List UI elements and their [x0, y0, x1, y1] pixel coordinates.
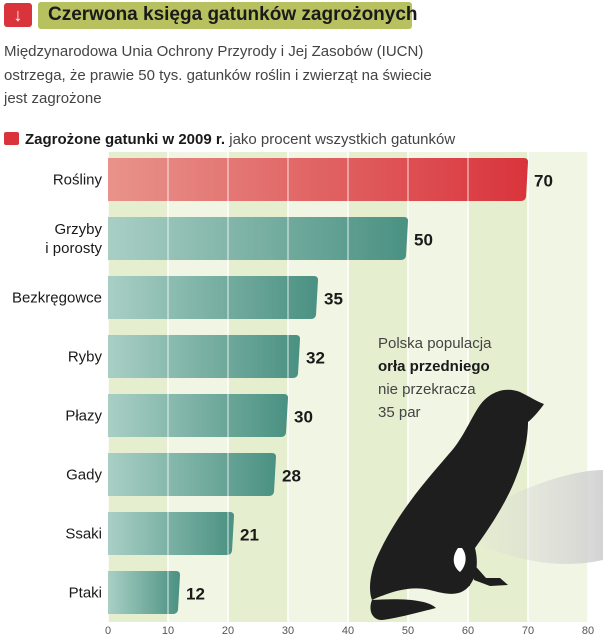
- note-line-4: 35 par: [378, 404, 421, 421]
- x-tick-label: 0: [105, 625, 111, 637]
- eagle-shadow: [470, 470, 603, 564]
- x-tick-label: 30: [282, 625, 294, 637]
- note-line-1: Polska populacja: [378, 335, 492, 352]
- bar: [108, 158, 528, 201]
- value-label: 70: [534, 172, 553, 191]
- x-tick-label: 50: [402, 625, 414, 637]
- eagle-icon: [370, 389, 544, 620]
- category-label: Płazy: [65, 408, 102, 425]
- subtitle-marker: [4, 132, 19, 145]
- category-label: Rośliny: [53, 172, 103, 189]
- value-label: 21: [240, 526, 259, 545]
- category-label: Gady: [66, 467, 102, 484]
- value-label: 50: [414, 231, 433, 250]
- bar: [108, 335, 300, 378]
- eagle-note: Polska populacja orła przedniego nie prz…: [378, 332, 491, 424]
- category-label: Ryby: [68, 349, 103, 366]
- x-tick-label: 80: [582, 625, 594, 637]
- bar: [108, 217, 408, 260]
- header: ↓ Czerwona księga gatunków zagrożonych: [0, 0, 418, 30]
- x-tick-label: 10: [162, 625, 174, 637]
- value-label: 30: [294, 408, 313, 427]
- intro-line-1: Międzynarodowa Unia Ochrony Przyrody i J…: [4, 43, 424, 60]
- subtitle-rest: jako procent wszystkich gatunków: [229, 131, 456, 148]
- category-labels: Rośliny Grzyby i porosty Bezkręgowce Ryby Pła…: [12, 172, 103, 602]
- value-label: 35: [324, 290, 343, 309]
- bar: [108, 512, 234, 555]
- x-tick-label: 40: [342, 625, 354, 637]
- value-label: 12: [186, 585, 205, 604]
- note-line-2: orła przedniego: [378, 358, 490, 375]
- category-label: Bezkręgowce: [12, 290, 102, 307]
- x-axis-ticks: 0 10 20 30 40 50 60 70 80: [105, 625, 594, 637]
- category-label: Ssaki: [65, 526, 102, 543]
- category-label: Grzyby: [54, 221, 102, 238]
- page-title: Czerwona księga gatunków zagrożonych: [48, 4, 418, 25]
- intro-line-3: jest zagrożone: [4, 90, 102, 107]
- value-label: 32: [306, 349, 325, 368]
- arrow-down-icon: ↓: [4, 3, 32, 27]
- category-label: Ptaki: [69, 585, 102, 602]
- x-tick-label: 70: [522, 625, 534, 637]
- subtitle-bold: Zagrożone gatunki w 2009 r.: [25, 131, 226, 148]
- x-tick-label: 20: [222, 625, 234, 637]
- bar: [108, 276, 318, 319]
- intro-line-2: ostrzega, że prawie 50 tys. gatunków roś…: [4, 66, 432, 84]
- note-line-3: nie przekracza: [378, 381, 476, 398]
- bar: [108, 394, 288, 437]
- bar: [108, 571, 180, 614]
- bar: [108, 453, 276, 496]
- category-label: i porosty: [45, 240, 102, 257]
- value-label: 28: [282, 467, 301, 486]
- bars: [108, 158, 528, 614]
- x-tick-label: 60: [462, 625, 474, 637]
- value-labels: 70 50 35 32 30 28 21 12: [186, 172, 553, 604]
- header-title-background: [38, 2, 412, 29]
- intro-text: Międzynarodowa Unia Ochrony Przyrody i J…: [4, 40, 474, 111]
- chart-subtitle: Zagrożone gatunki w 2009 r. jako procent…: [4, 131, 455, 148]
